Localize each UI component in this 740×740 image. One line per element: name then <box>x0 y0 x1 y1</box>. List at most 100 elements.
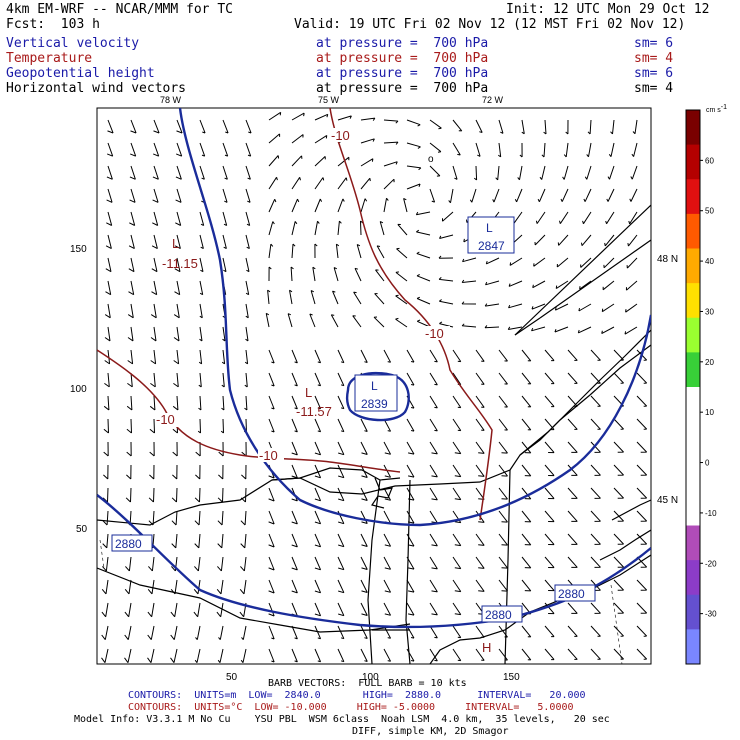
wind-barb <box>495 165 500 181</box>
wind-barb <box>406 464 415 478</box>
wind-barb <box>485 280 500 286</box>
wind-barb <box>101 625 109 641</box>
wind-barb <box>245 326 249 342</box>
wind-barb <box>124 625 132 641</box>
wind-barb <box>567 441 578 453</box>
colorbar-cell <box>686 179 700 215</box>
wind-barb <box>613 372 624 384</box>
wind-barb <box>475 395 485 408</box>
wind-barb <box>199 165 205 180</box>
wind-barb <box>567 556 578 568</box>
wind-barb <box>498 533 508 546</box>
wind-barb <box>199 211 205 226</box>
wind-barb <box>544 556 555 569</box>
wind-barb <box>268 625 275 640</box>
wind-barb <box>590 418 601 430</box>
wind-barb <box>406 165 422 171</box>
wind-barb <box>508 280 523 287</box>
wind-barb <box>107 119 114 134</box>
wind-barb <box>104 372 110 388</box>
wind-barb <box>268 648 275 663</box>
wind-barb <box>429 625 438 639</box>
wind-barb <box>498 464 508 477</box>
wind-barb <box>613 556 624 568</box>
wind-barb <box>105 280 112 296</box>
lon-label: 72 W <box>482 95 504 105</box>
wind-barb <box>534 234 546 246</box>
wind-barb <box>290 266 294 282</box>
valid-time: Valid: 19 UTC Fri 02 Nov 12 (12 MST Fri … <box>294 17 686 32</box>
wind-barb <box>291 134 304 144</box>
wind-barb <box>613 464 624 476</box>
wind-barb <box>632 119 638 135</box>
wind-barb <box>448 188 454 204</box>
wind-barb <box>429 372 438 386</box>
wind-barb <box>590 487 601 499</box>
wind-barb <box>452 349 462 363</box>
wind-barb <box>562 165 569 180</box>
wind-barb <box>314 372 322 387</box>
wind-barb <box>429 487 438 501</box>
temperature-minimum-label: -11.15 <box>162 256 198 271</box>
wind-barb <box>221 395 225 411</box>
wind-barb <box>240 556 247 572</box>
wind-barb <box>104 326 111 342</box>
wind-barb <box>475 579 485 592</box>
wind-barb <box>613 625 624 637</box>
low-center-label: L <box>305 385 312 400</box>
wind-barb <box>416 251 431 259</box>
y-tick-label: 100 <box>70 384 87 395</box>
wind-barb <box>395 271 408 282</box>
colorbar-cell <box>686 560 700 596</box>
wind-barb <box>245 188 251 203</box>
lon-label: 75 W <box>318 95 340 105</box>
wind-barb <box>406 648 415 662</box>
wind-barb <box>608 142 615 157</box>
wind-barb <box>604 234 615 247</box>
wind-barb <box>475 556 485 569</box>
wind-barb <box>498 441 508 454</box>
wind-barb <box>406 349 415 363</box>
wind-barb <box>429 395 438 409</box>
wind-barb <box>101 648 109 663</box>
wind-barb <box>383 579 392 593</box>
wind-barb <box>103 395 110 411</box>
wind-barb <box>567 487 578 499</box>
wind-barb <box>531 303 546 310</box>
lat-label: 45 N <box>657 495 678 506</box>
lon-label: 78 W <box>160 95 182 105</box>
x-tick-label: 100 <box>362 672 379 683</box>
wind-barb <box>129 165 136 180</box>
height-contour-label: 2847 <box>478 239 505 253</box>
wind-barb <box>337 441 345 456</box>
wind-barb <box>521 487 532 500</box>
wind-barb <box>360 138 375 144</box>
wind-barb <box>469 188 477 203</box>
wind-barb <box>532 280 546 289</box>
wind-barb <box>590 464 601 476</box>
colorbar-cell <box>686 629 700 665</box>
wind-barb <box>360 510 368 524</box>
wind-barb <box>245 257 250 273</box>
temperature-contour-label: -10 <box>331 128 350 143</box>
wind-barb <box>429 579 438 593</box>
wind-barb <box>521 395 532 408</box>
wind-barb <box>517 165 523 181</box>
wind-barb <box>498 510 508 523</box>
wind-barb <box>360 418 368 432</box>
wind-barb <box>452 602 462 616</box>
wind-barb <box>475 441 485 454</box>
colorbar-unit: cm s-1 <box>706 104 727 114</box>
wind-barb <box>193 602 201 618</box>
wind-barb <box>383 141 399 145</box>
wind-barb <box>602 280 615 291</box>
wind-barb <box>173 372 179 388</box>
wind-barb <box>241 464 247 480</box>
wind-barb <box>101 579 109 595</box>
wind-barb <box>582 211 592 225</box>
wind-barb <box>314 220 320 236</box>
wind-barb <box>544 533 555 546</box>
wind-barb <box>268 243 274 259</box>
wind-barb <box>521 441 532 454</box>
wind-barb <box>607 165 615 180</box>
